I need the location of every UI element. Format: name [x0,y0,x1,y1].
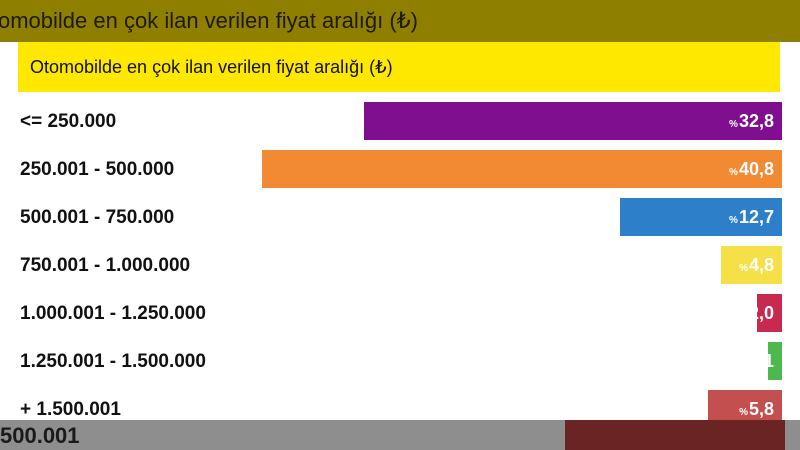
background-bottom-label: 500.001 [0,423,80,448]
category-label: 1.250.001 - 1.500.000 [20,351,206,372]
category-label: 500.001 - 750.000 [20,207,175,228]
chart-title-box: Otomobilde en çok ilan verilen fiyat ara… [18,42,780,92]
bar-value-label: %32,8 [729,111,774,131]
bar-value-label: %40,8 [729,159,774,179]
category-label: 1.000.001 - 1.250.000 [20,303,206,324]
background-bottom-strip: 500.001 [0,420,800,450]
bar [364,102,782,140]
chart-card: Otomobilde en çok ilan verilen fiyat ara… [10,42,790,420]
bar [757,294,782,332]
bar-value-label: %4,8 [739,255,774,275]
bar [262,150,782,188]
bar-value-label: %2,0 [739,303,774,323]
background-title-text: omobilde en çok ilan verilen fiyat aralı… [0,8,418,33]
bar [708,390,782,420]
bar-value-label: %5,8 [739,399,774,419]
category-label: 750.001 - 1.000.000 [20,255,191,276]
bar [620,198,782,236]
bar [721,246,782,284]
bar-value-label: %1,1 [739,351,774,371]
category-label: + 1.500.001 [20,399,121,420]
background-bottom-bar [565,420,785,450]
bar [768,342,782,380]
bar-value-label: %12,7 [729,207,774,227]
background-title-strip: omobilde en çok ilan verilen fiyat aralı… [0,0,800,42]
category-label: 250.001 - 500.000 [20,159,175,180]
category-label: <= 250.000 [20,111,117,132]
chart-title: Otomobilde en çok ilan verilen fiyat ara… [30,57,393,77]
